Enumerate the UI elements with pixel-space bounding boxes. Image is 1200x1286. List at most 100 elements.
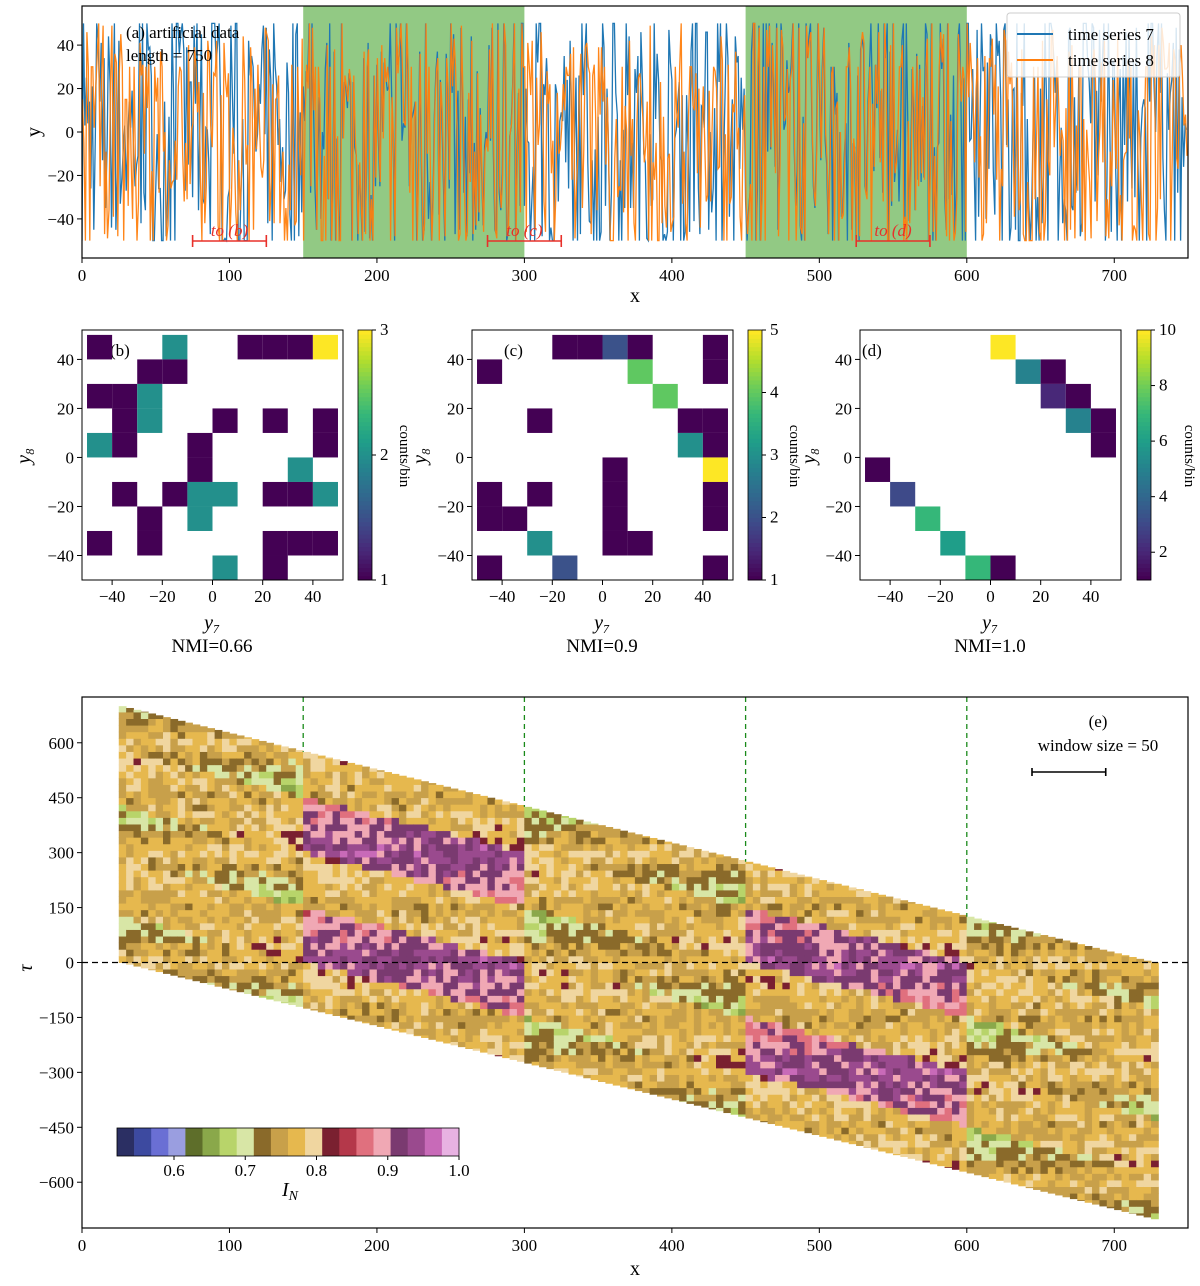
- heatmap-cell: [892, 1021, 901, 1029]
- heatmap-cell: [406, 876, 415, 884]
- heatmap-cell: [605, 1067, 614, 1075]
- heatmap-cell: [826, 1107, 835, 1115]
- heatmap-cell: [922, 1107, 931, 1115]
- heatmap-cell: [789, 1094, 798, 1102]
- heatmap-cell: [804, 909, 813, 917]
- heatmap-cell: [575, 929, 584, 937]
- heatmap-cell: [907, 962, 916, 970]
- heatmap-cell: [892, 916, 901, 924]
- heatmap-cell: [502, 804, 510, 812]
- heatmap-cell: [856, 1035, 864, 1043]
- heatmap-cell: [900, 900, 909, 904]
- heatmap-cell: [951, 1127, 960, 1135]
- heatmap-cell: [384, 791, 392, 799]
- heatmap-cell: [686, 909, 695, 917]
- heatmap-cell: [539, 830, 547, 838]
- heatmap-cell: [177, 804, 186, 812]
- colorbar-segment: [748, 338, 762, 343]
- heatmap-cell: [266, 810, 275, 818]
- heatmap-cell: [944, 1067, 953, 1075]
- heatmap-cell: [856, 1067, 864, 1075]
- heatmap-cell: [531, 889, 540, 897]
- heatmap-cell: [539, 995, 547, 1003]
- heatmap-cell: [590, 889, 599, 897]
- heatmap-cell: [376, 777, 385, 785]
- heatmap-cell: [686, 982, 695, 990]
- heatmap-cell: [797, 1028, 805, 1036]
- heatmap-cell: [480, 889, 488, 897]
- heatmap-cell: [450, 1041, 459, 1046]
- heatmap-cell: [251, 962, 260, 970]
- heatmap-cell: [391, 916, 400, 924]
- heatmap-cell: [524, 1028, 533, 1036]
- heatmap-cell: [266, 916, 275, 924]
- heatmap-cell: [354, 1015, 363, 1022]
- heatmap-cell: [863, 1133, 872, 1141]
- heatmap-cell: [752, 936, 761, 944]
- heatmap-cell: [524, 876, 533, 884]
- heatmap-cell: [457, 896, 466, 904]
- heatmap-cell: [671, 889, 680, 897]
- heatmap-cell: [752, 1041, 761, 1049]
- heatmap-cell: [192, 843, 201, 851]
- heatmap-cell: [937, 949, 945, 957]
- heatmap-cell: [118, 706, 127, 713]
- heatmap-cell: [494, 876, 503, 884]
- heatmap-cell: [524, 903, 533, 911]
- heatmap-cell: [841, 1133, 850, 1141]
- colorbar-segment: [1137, 530, 1151, 535]
- heatmap-cell: [811, 1100, 820, 1108]
- heatmap-cell: [841, 885, 850, 891]
- heatmap-cell: [561, 1067, 569, 1073]
- heatmap-cell: [251, 764, 260, 772]
- heatmap-cell: [605, 949, 614, 957]
- heatmap-cell: [598, 929, 606, 937]
- heatmap-cell: [900, 1140, 909, 1148]
- heatmap-cell: [251, 791, 260, 799]
- heatmap-cell: [686, 1028, 695, 1036]
- heatmap-cell: [140, 922, 149, 930]
- heatmap-cell: [325, 883, 333, 891]
- heatmap-cell: [561, 830, 569, 838]
- heatmap-cell: [539, 982, 547, 990]
- heatmap-cell: [878, 975, 886, 983]
- heatmap-cell: [258, 771, 267, 779]
- heatmap-cell: [568, 969, 577, 977]
- heatmap-cell: [244, 758, 252, 766]
- heatmap-cell: [671, 942, 680, 950]
- heatmap-cell: [701, 857, 710, 865]
- heatmap-cell: [716, 870, 724, 878]
- heatmap-cell: [273, 830, 282, 838]
- heatmap-cell: [826, 1120, 835, 1128]
- heatmap-cell: [133, 955, 142, 963]
- heatmap-cell: [303, 942, 311, 950]
- heatmap-cell: [421, 1028, 429, 1036]
- heatmap-cell: [524, 955, 533, 963]
- heatmap-cell: [494, 804, 503, 812]
- heatmap-cell: [398, 969, 407, 977]
- heatmap-cell: [797, 916, 805, 924]
- heatmap-cell: [561, 1015, 569, 1023]
- heatmap-cell: [126, 955, 134, 963]
- heatmap-cell: [325, 916, 333, 924]
- heatmap-cell: [701, 929, 710, 937]
- heatmap-cell: [118, 876, 127, 884]
- heatmap-cell: [811, 1048, 820, 1056]
- heatmap-cell: [612, 909, 621, 917]
- colorbar-segment: [358, 380, 372, 385]
- heatmap-cell: [804, 1094, 813, 1102]
- heatmap-cell: [339, 863, 348, 871]
- heatmap-cell: [826, 962, 835, 970]
- heatmap-cell: [472, 889, 481, 897]
- heatmap-cell: [612, 1054, 621, 1062]
- heatmap-cell: [797, 1041, 805, 1049]
- heatmap-cell: [760, 1054, 769, 1062]
- heatmap-cell: [266, 791, 275, 799]
- heatmap-cell: [509, 909, 518, 917]
- heatmap-cell: [915, 1061, 923, 1069]
- heatmap-cell: [583, 922, 592, 930]
- heatmap-cell: [325, 922, 333, 930]
- y-tick-label: −40: [825, 546, 852, 565]
- heatmap-cell: [944, 1120, 953, 1128]
- x-tick-label: −40: [877, 587, 904, 606]
